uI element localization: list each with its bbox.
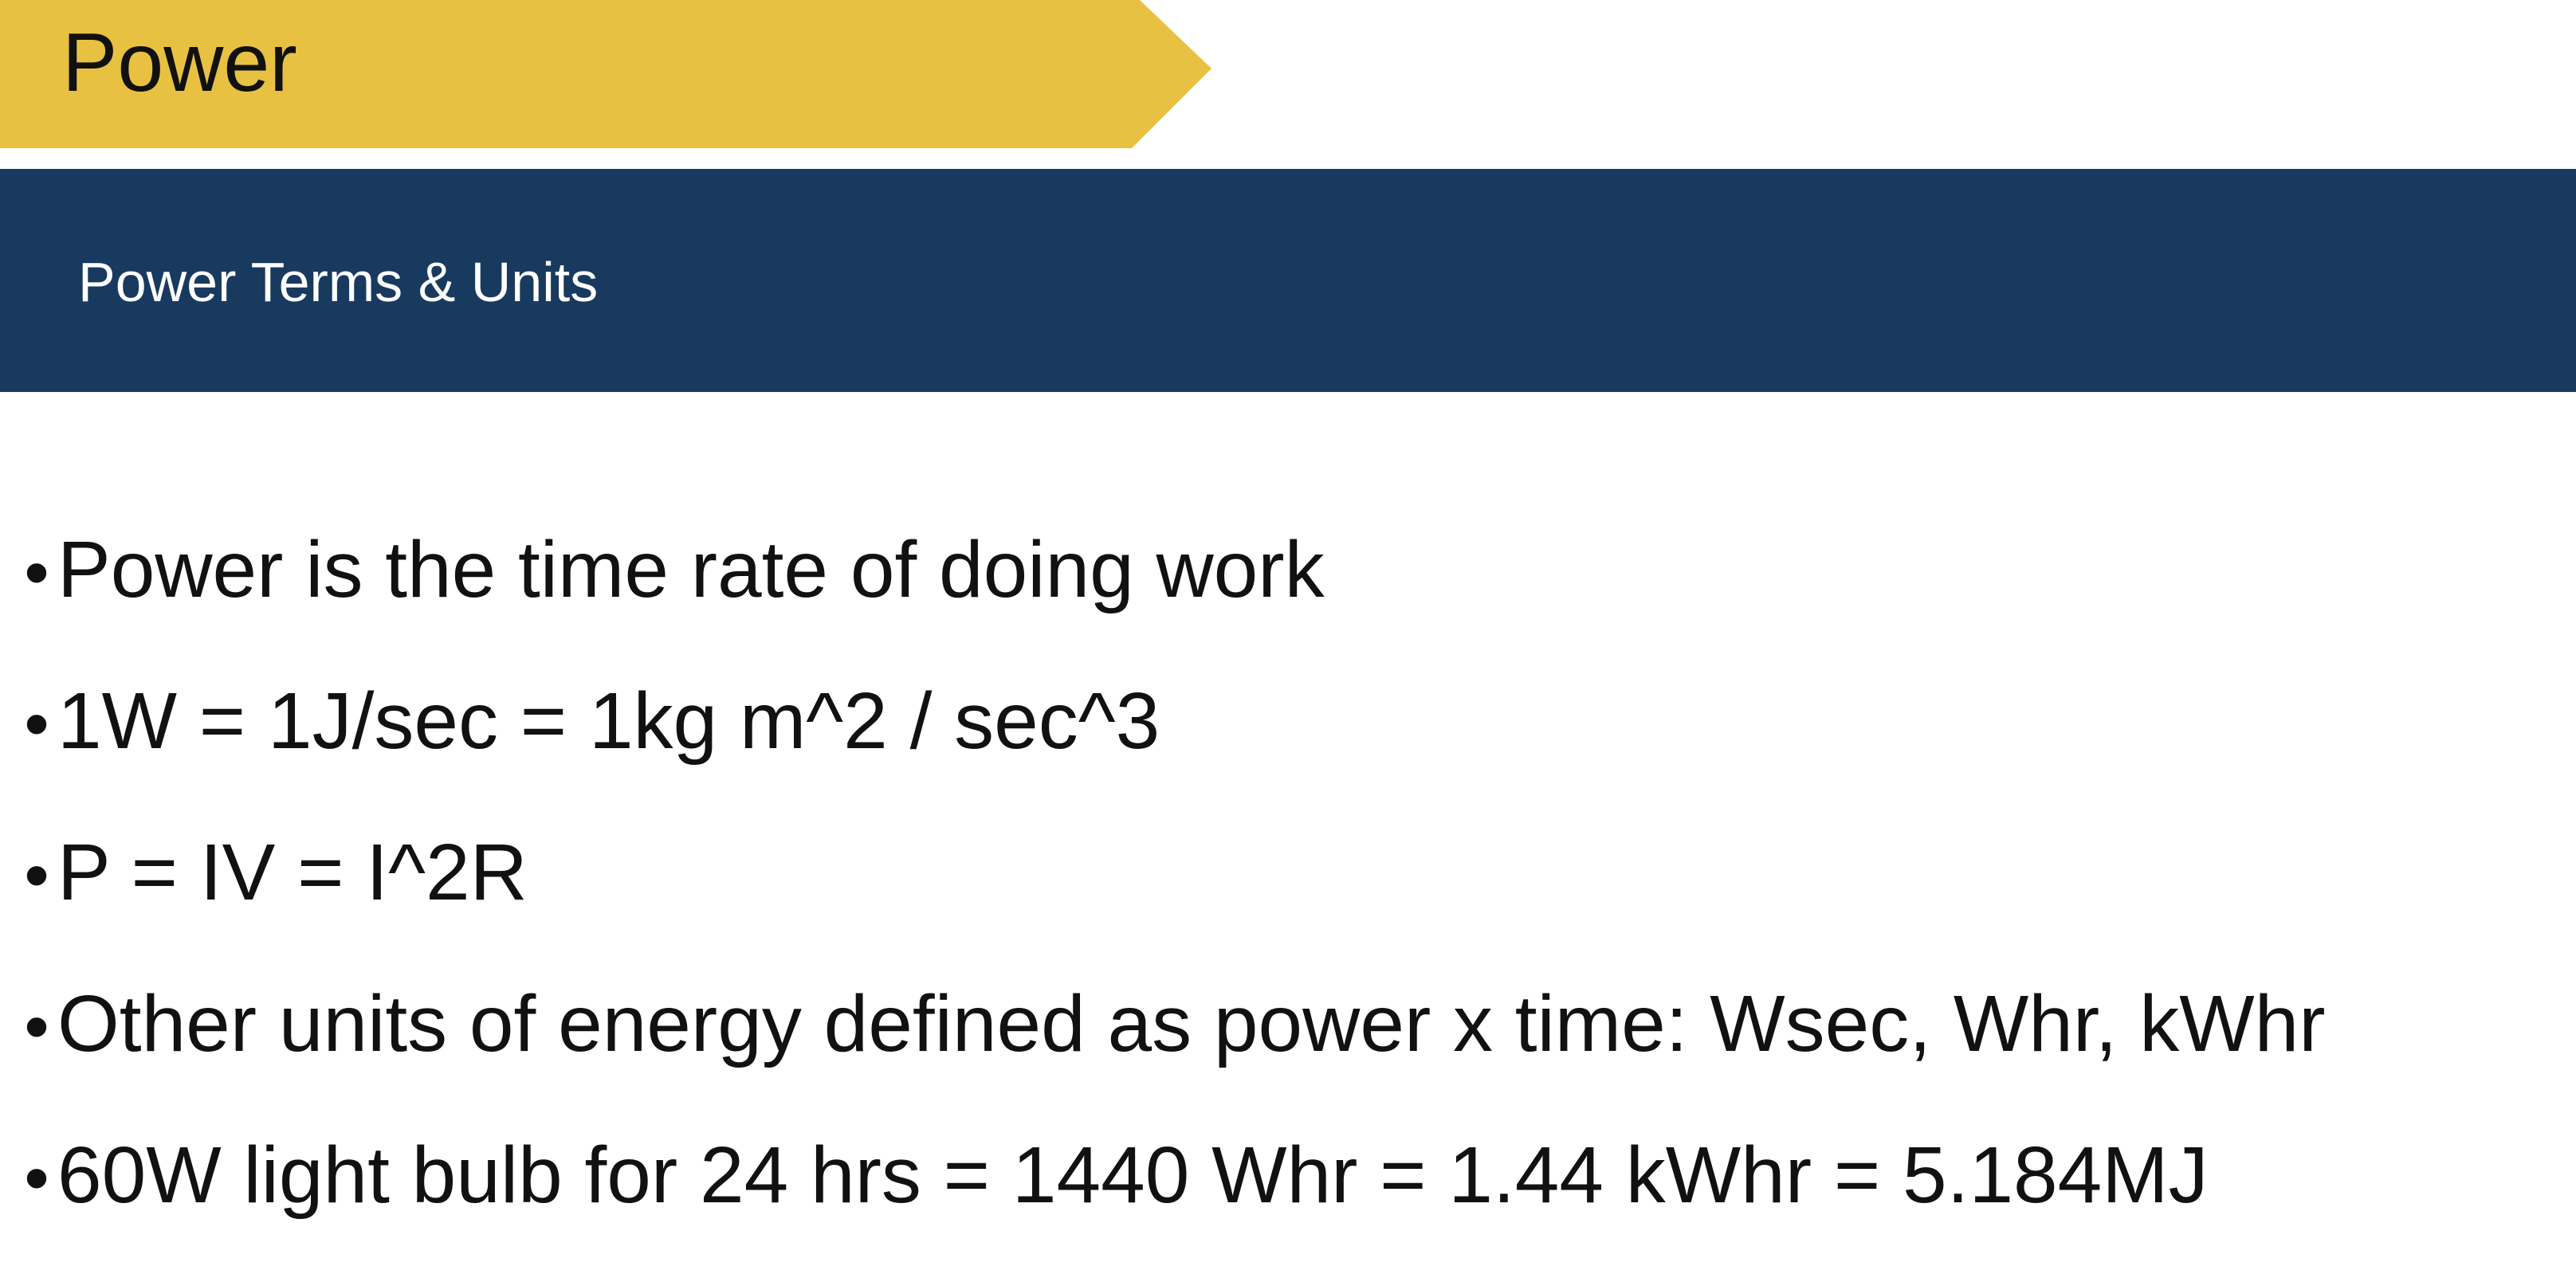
bullet-icon: •: [24, 684, 49, 764]
subtitle-bar: Power Terms & Units: [0, 169, 2576, 392]
bullet-item: • Power is the time rate of doing work: [16, 510, 2566, 661]
bullet-item: • P = IV = I^2R: [16, 813, 2566, 964]
slide-title: Power: [62, 17, 297, 109]
slide-subtitle: Power Terms & Units: [78, 251, 599, 313]
bullet-icon: •: [24, 533, 49, 613]
bullet-icon: •: [24, 836, 49, 915]
bullet-icon: •: [24, 987, 49, 1067]
bullet-text: P = IV = I^2R: [57, 828, 528, 917]
bullet-item: • 60W light bulb for 24 hrs = 1440 Whr =…: [16, 1115, 2566, 1267]
title-banner: [0, 0, 1211, 148]
bullet-text: Other units of energy defined as power x…: [57, 979, 2326, 1068]
bullet-text: 1W = 1J/sec = 1kg m^2 / sec^3: [57, 676, 1160, 766]
bullet-text: Power is the time rate of doing work: [57, 525, 1325, 614]
bullet-list: • Power is the time rate of doing work •…: [16, 510, 2566, 1267]
bullet-text: 60W light bulb for 24 hrs = 1440 Whr = 1…: [57, 1131, 2209, 1220]
bullet-item: • Other units of energy defined as power…: [16, 964, 2566, 1115]
bullet-item: • 1W = 1J/sec = 1kg m^2 / sec^3: [16, 661, 2566, 813]
bullet-icon: •: [24, 1139, 49, 1218]
